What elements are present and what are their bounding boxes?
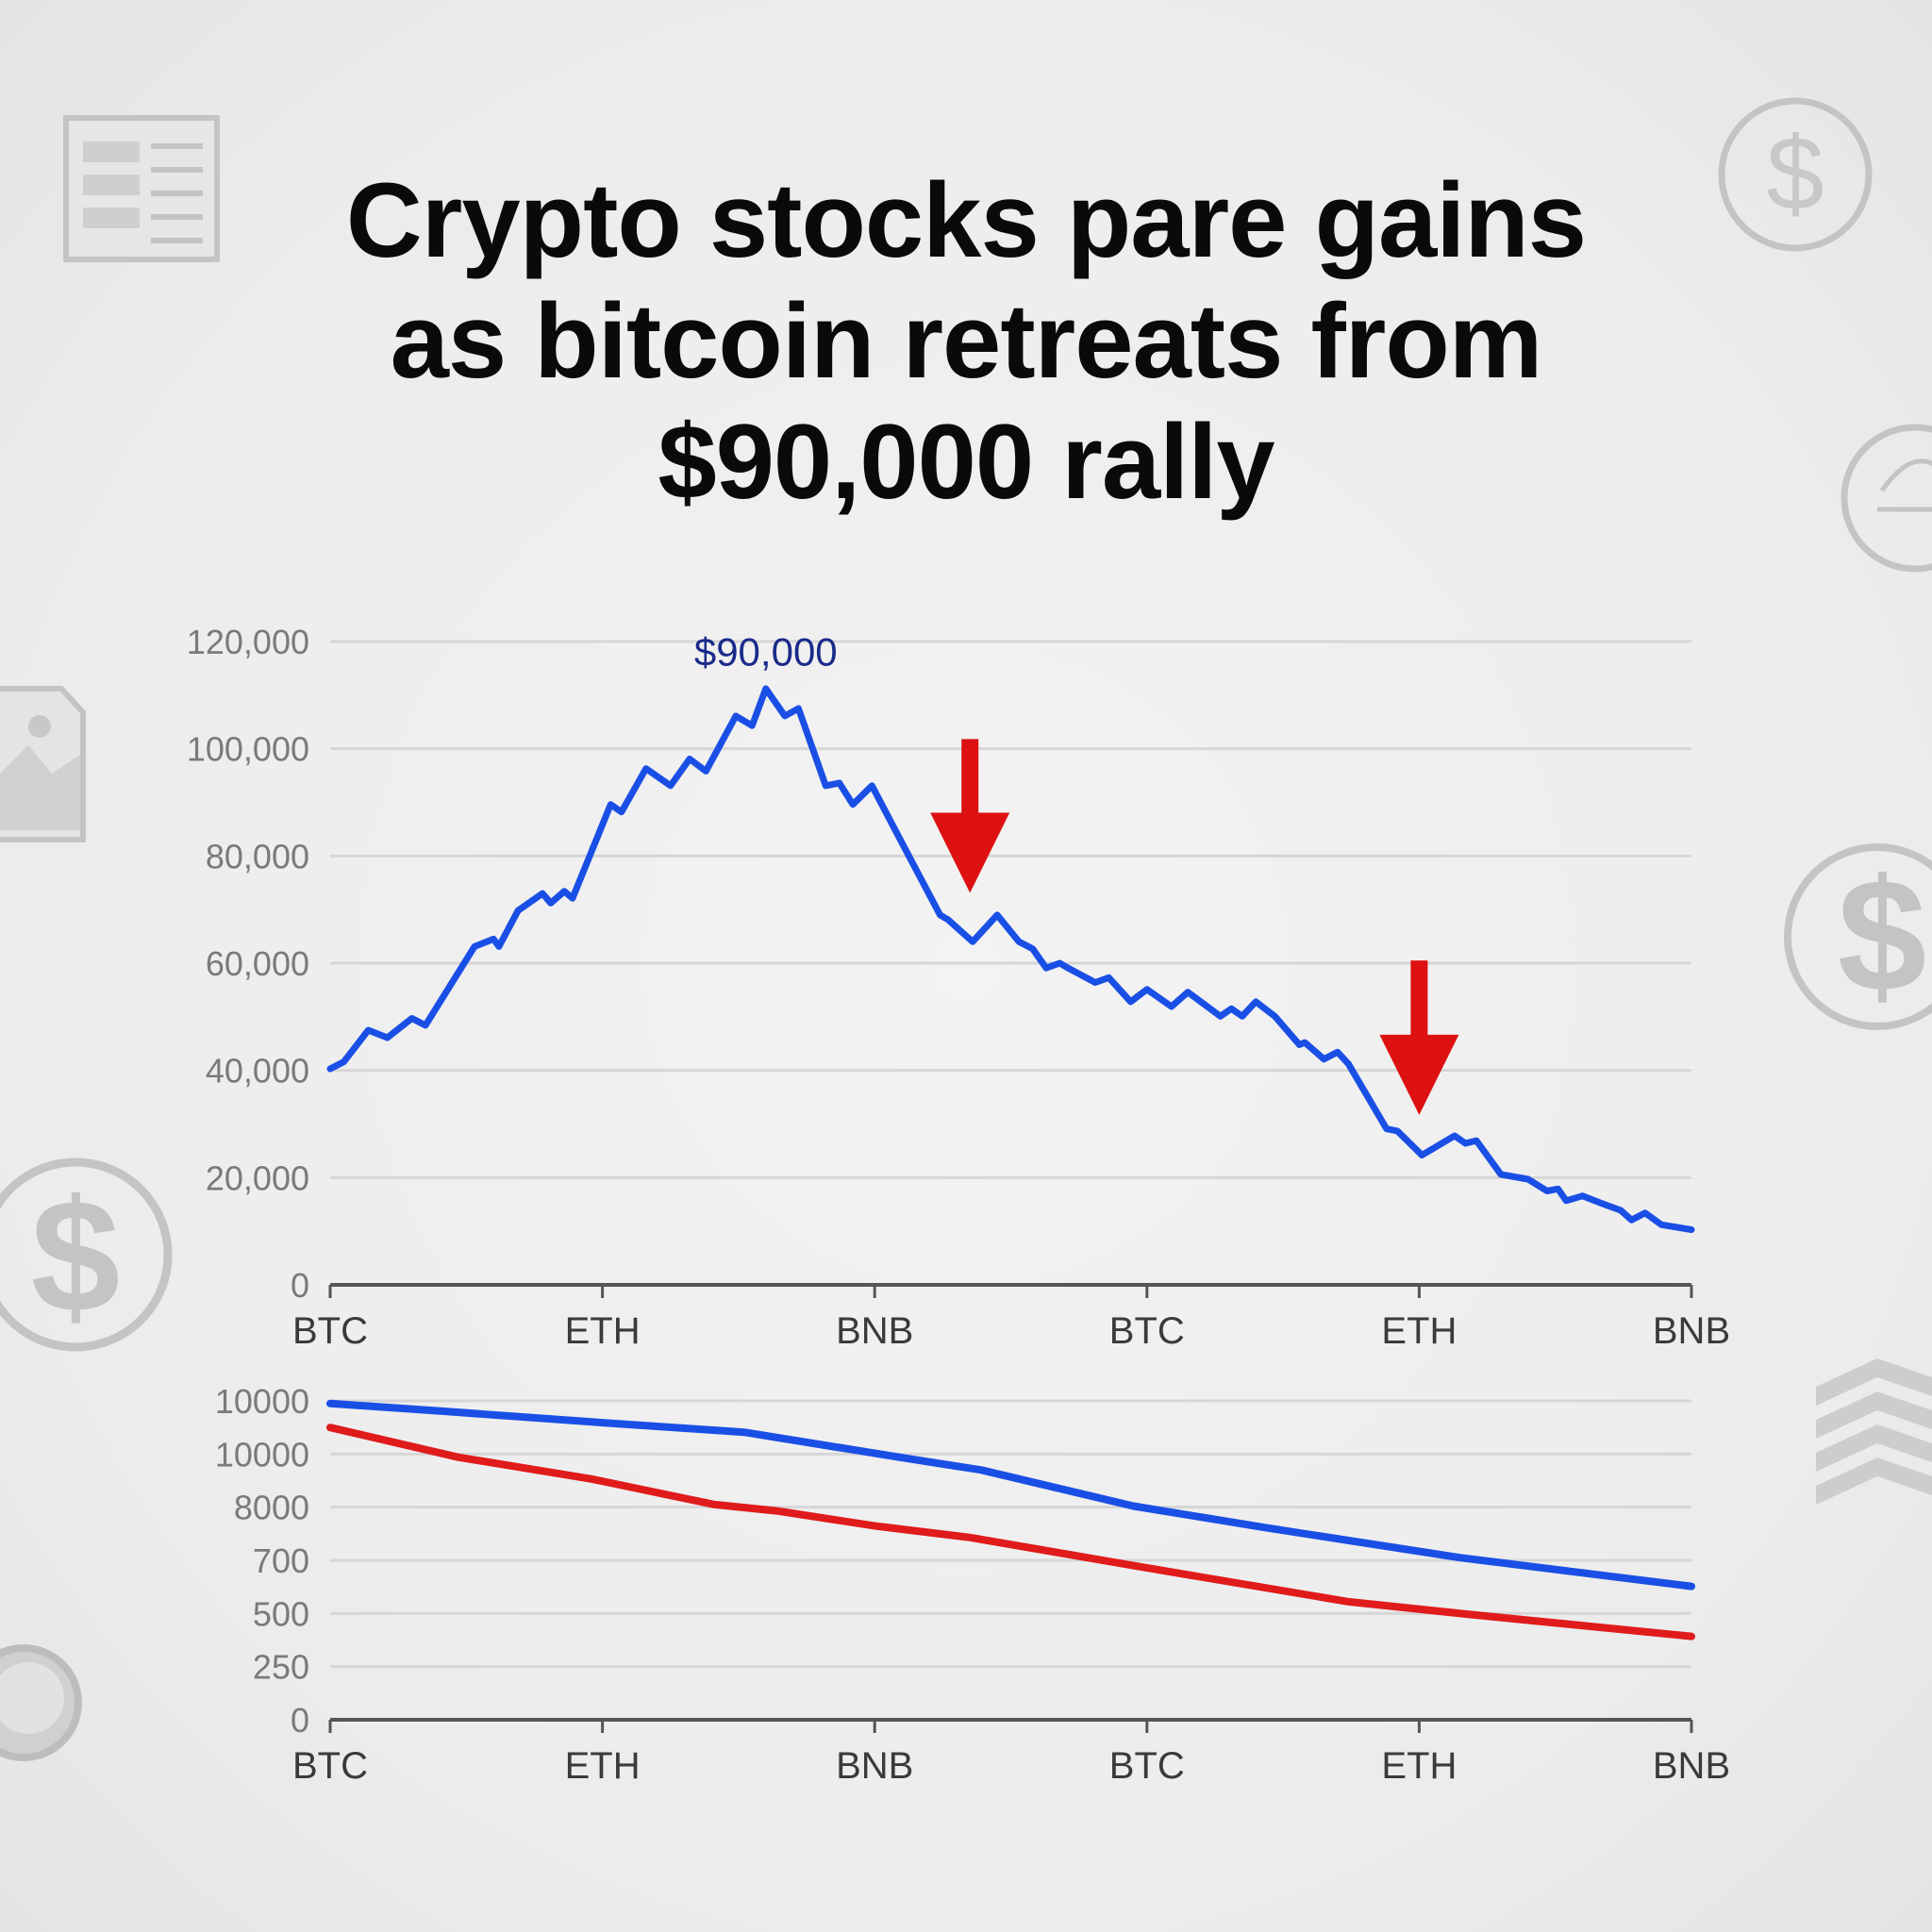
y-tick-label: 80,000 <box>206 837 309 875</box>
y-tick-label: 100,000 <box>187 730 309 769</box>
headline-line: $90,000 rally <box>658 403 1274 521</box>
red-down-arrow <box>1379 960 1459 1115</box>
y-tick-label: 0 <box>291 1266 309 1305</box>
x-tick-label: BNB <box>836 1745 913 1787</box>
x-tick-label: ETH <box>565 1745 641 1787</box>
arrow-head <box>930 812 1010 893</box>
globe-coin-icon <box>1840 424 1932 573</box>
coin-icon <box>0 1644 82 1761</box>
x-tick-label: BNB <box>836 1310 913 1352</box>
x-tick-label: BNB <box>1653 1745 1730 1787</box>
y-tick-label: 700 <box>253 1541 309 1580</box>
dollar-coin-icon: $ <box>1718 97 1873 252</box>
series-line-series-b <box>326 1424 1695 1641</box>
y-tick-label: 20,000 <box>206 1158 309 1197</box>
arrow-shaft <box>1410 960 1428 1049</box>
headline-line: Crypto stocks pare gains <box>345 161 1587 279</box>
series-line-series-a <box>326 1399 1695 1591</box>
x-tick-label: BTC <box>292 1310 368 1352</box>
y-tick-label: 250 <box>253 1648 309 1687</box>
y-tick-label: 60,000 <box>206 944 309 983</box>
x-tick-label: BTC <box>1109 1745 1185 1787</box>
x-tick-label: BNB <box>1653 1310 1730 1352</box>
image-icon <box>0 686 86 842</box>
y-tick-label: 10000 <box>215 1382 309 1421</box>
y-tick-label: 500 <box>253 1594 309 1633</box>
dollar-coin-icon: $ <box>0 1158 173 1352</box>
svg-text:$: $ <box>1766 116 1824 232</box>
svg-text:$: $ <box>1838 846 1927 1025</box>
dollar-coin-icon: $ <box>1784 843 1932 1030</box>
arrow-head <box>1379 1034 1459 1115</box>
y-tick-label: 40,000 <box>206 1052 309 1091</box>
x-tick-label: ETH <box>1381 1745 1457 1787</box>
y-tick-label: 120,000 <box>187 623 309 661</box>
series-line-bitcoin <box>326 685 1695 1233</box>
svg-text:$: $ <box>31 1167 121 1346</box>
x-tick-label: BTC <box>292 1745 368 1787</box>
arrow-shaft <box>961 739 979 827</box>
y-tick-label: 8000 <box>234 1489 309 1527</box>
headline: Crypto stocks pare gains as bitcoin retr… <box>0 160 1932 523</box>
red-down-arrow <box>930 739 1010 893</box>
secondary-line-chart: 0 250 500 700 8000 10000 10000 BTC ETH BNB BTC ETH B… <box>215 1382 1730 1787</box>
y-tick-label: 0 <box>291 1701 309 1740</box>
newspaper-icon <box>63 115 220 262</box>
x-tick-label: BTC <box>1109 1310 1185 1352</box>
x-tick-label: ETH <box>1381 1310 1457 1352</box>
y-tick-label: 10000 <box>215 1435 309 1474</box>
peak-annotation: $90,000 <box>694 629 838 674</box>
headline-line: as bitcoin retreats from <box>390 282 1543 400</box>
stack-icon <box>1816 1358 1932 1505</box>
x-tick-label: ETH <box>565 1310 641 1352</box>
bitcoin-price-chart: 0 20,000 40,000 60,000 80,000 100,000 120,000 B… <box>187 623 1730 1352</box>
